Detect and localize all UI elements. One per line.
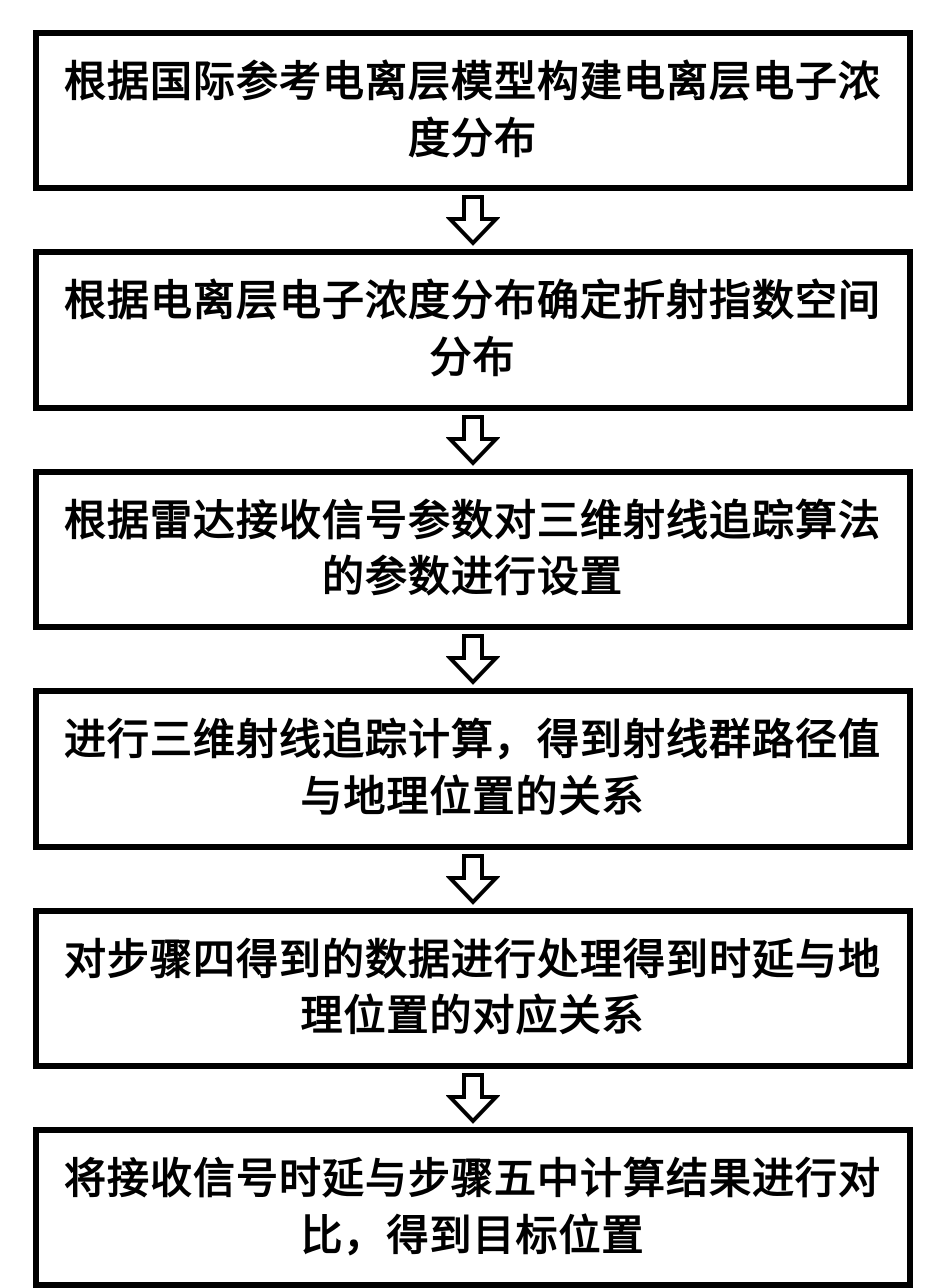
arrow-4 [446,850,500,908]
down-arrow-icon [446,1071,500,1125]
step-text: 根据电离层电子浓度分布确定折射指数空间分布 [64,277,881,381]
down-arrow-icon [446,632,500,686]
flowchart-container: 根据国际参考电离层模型构建电离层电子浓度分布 根据电离层电子浓度分布确定折射指数… [33,30,913,1288]
step-box-3: 根据雷达接收信号参数对三维射线追踪算法的参数进行设置 [33,469,913,630]
arrow-5 [446,1069,500,1127]
arrow-2 [446,411,500,469]
arrow-3 [446,630,500,688]
step-text: 根据雷达接收信号参数对三维射线追踪算法的参数进行设置 [64,497,881,601]
arrow-1 [446,191,500,249]
step-text: 将接收信号时延与步骤五中计算结果进行对比，得到目标位置 [64,1155,881,1259]
step-text: 根据国际参考电离层模型构建电离层电子浓度分布 [64,58,881,162]
down-arrow-icon [446,852,500,906]
step-box-1: 根据国际参考电离层模型构建电离层电子浓度分布 [33,30,913,191]
step-box-5: 对步骤四得到的数据进行处理得到时延与地理位置的对应关系 [33,908,913,1069]
step-box-6: 将接收信号时延与步骤五中计算结果进行对比，得到目标位置 [33,1127,913,1288]
step-box-2: 根据电离层电子浓度分布确定折射指数空间分布 [33,249,913,410]
down-arrow-icon [446,193,500,247]
step-text: 对步骤四得到的数据进行处理得到时延与地理位置的对应关系 [64,936,881,1040]
step-box-4: 进行三维射线追踪计算，得到射线群路径值与地理位置的关系 [33,688,913,849]
down-arrow-icon [446,413,500,467]
step-text: 进行三维射线追踪计算，得到射线群路径值与地理位置的关系 [64,716,881,820]
